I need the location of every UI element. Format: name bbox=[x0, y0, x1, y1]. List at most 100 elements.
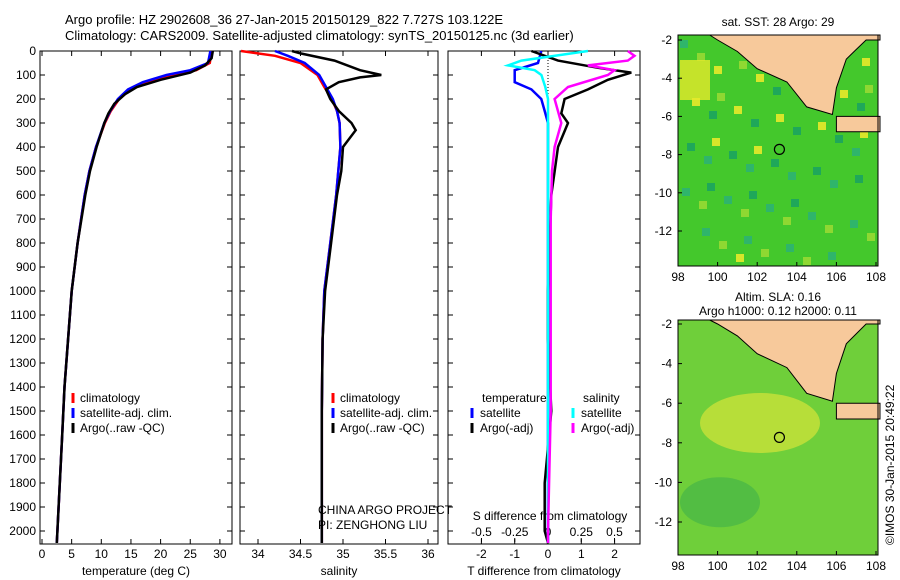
sst-cell bbox=[712, 138, 720, 146]
x-tick-label: 34 bbox=[251, 547, 265, 561]
x-tick-label: 36 bbox=[421, 547, 435, 561]
lat-tick-label: -6 bbox=[661, 396, 672, 410]
series-line-argo-raw-qc- bbox=[55, 50, 215, 544]
x-tick-label: 25 bbox=[184, 547, 198, 561]
sst-cell bbox=[734, 106, 742, 114]
sst-cell bbox=[756, 74, 764, 82]
y-tick-label: 1700 bbox=[9, 452, 36, 466]
sst-cell bbox=[783, 217, 791, 225]
y-tick-label: 0 bbox=[29, 44, 36, 58]
lat-tick-label: -4 bbox=[661, 357, 672, 371]
y-tick-label: 900 bbox=[16, 260, 36, 274]
map-title: Altim. SLA: 0.16 bbox=[735, 290, 821, 304]
y-tick-label: 800 bbox=[16, 236, 36, 250]
x-axis-label: salinity bbox=[321, 564, 358, 578]
s-tick-label: 0.5 bbox=[606, 525, 623, 539]
title-line-2: Climatology: CARS2009. Satellite-adjuste… bbox=[65, 28, 574, 43]
map-subtitle: Argo h1000: 0.12 h2000: 0.11 bbox=[699, 304, 857, 318]
sst-cell bbox=[751, 119, 759, 127]
lat-tick-label: -10 bbox=[655, 186, 673, 200]
sst-cell bbox=[719, 241, 727, 249]
y-tick-label: 1500 bbox=[9, 404, 36, 418]
x-tick-label: 0 bbox=[39, 547, 46, 561]
sla-high bbox=[700, 393, 820, 453]
lat-tick-label: -12 bbox=[655, 515, 673, 529]
sst-cell bbox=[697, 53, 705, 61]
legend-label: climatology bbox=[340, 391, 400, 405]
legend-label: temperature bbox=[482, 391, 547, 405]
sst-cell bbox=[714, 66, 722, 74]
lon-tick-label: 108 bbox=[866, 559, 886, 573]
title-line-1: Argo profile: HZ 2902608_36 27-Jan-2015 … bbox=[65, 12, 504, 27]
y-tick-label: 1400 bbox=[9, 380, 36, 394]
sst-cell bbox=[717, 93, 725, 101]
sst-cell bbox=[702, 228, 710, 236]
sst-cell bbox=[818, 122, 826, 130]
sst-cell bbox=[850, 220, 858, 228]
legend-label: climatology bbox=[80, 391, 140, 405]
sst-cell bbox=[803, 257, 811, 265]
x-tick-label: 1 bbox=[578, 547, 585, 561]
lon-tick-label: 106 bbox=[826, 270, 846, 284]
sst-cell bbox=[724, 196, 732, 204]
series-line-temperature-satellite bbox=[513, 50, 550, 543]
sst-cell bbox=[791, 199, 799, 207]
lon-tick-label: 102 bbox=[747, 559, 767, 573]
sst-cell bbox=[766, 204, 774, 212]
s-axis-label: S difference from climatology bbox=[473, 509, 628, 523]
sst-cell bbox=[865, 85, 873, 93]
x-tick-label: 0 bbox=[545, 547, 552, 561]
sla-low bbox=[680, 477, 760, 528]
series-line-argo-raw-qc- bbox=[291, 49, 382, 543]
lon-tick-label: 98 bbox=[671, 270, 685, 284]
series-line-climatology bbox=[55, 50, 213, 544]
sst-cell bbox=[729, 151, 737, 159]
sst-cell bbox=[699, 201, 707, 209]
sst-cell bbox=[680, 40, 688, 48]
sst-cell bbox=[776, 114, 784, 122]
x-tick-label: 35.5 bbox=[374, 547, 398, 561]
map-title: sat. SST: 28 Argo: 29 bbox=[722, 15, 835, 29]
sst-cell bbox=[862, 58, 870, 66]
sst-cell bbox=[852, 148, 860, 156]
sst-cell bbox=[867, 233, 875, 241]
lat-tick-label: -6 bbox=[661, 109, 672, 123]
legend-label: satellite-adj. clim. bbox=[340, 406, 432, 420]
credit-label: ©IMOS 30-Jan-2015 20:49:22 bbox=[883, 384, 897, 545]
lat-tick-label: -2 bbox=[661, 33, 672, 47]
sst-cell bbox=[835, 135, 843, 143]
sst-cell bbox=[741, 209, 749, 217]
y-tick-label: 400 bbox=[16, 140, 36, 154]
y-tick-label: 100 bbox=[16, 68, 36, 82]
project-label: CHINA ARGO PROJECT bbox=[318, 503, 453, 517]
x-tick-label: -2 bbox=[476, 547, 487, 561]
sst-cell bbox=[754, 146, 762, 154]
sst-cell bbox=[857, 103, 865, 111]
sst-cell bbox=[825, 225, 833, 233]
x-tick-label: 5 bbox=[68, 547, 75, 561]
argo-position-marker bbox=[773, 143, 786, 155]
land-java bbox=[835, 115, 881, 133]
plot-frame-1 bbox=[39, 50, 233, 545]
s-tick-label: -0.5 bbox=[471, 525, 492, 539]
x-axis-label: temperature (deg C) bbox=[82, 564, 190, 578]
series-line-satellite-adj-clim- bbox=[274, 49, 342, 543]
s-tick-label: 0.25 bbox=[570, 525, 594, 539]
x-tick-label: 20 bbox=[154, 547, 168, 561]
legend-label: Argo(..raw -QC) bbox=[80, 421, 165, 435]
y-tick-label: 1200 bbox=[9, 332, 36, 346]
y-tick-label: 200 bbox=[16, 92, 36, 106]
legend-label: satellite bbox=[581, 406, 622, 420]
plot-frame-2 bbox=[239, 50, 439, 545]
series-line-temperature-argo-adj- bbox=[530, 49, 632, 544]
legend-label: satellite-adj. clim. bbox=[80, 406, 172, 420]
lat-tick-label: -12 bbox=[655, 224, 673, 238]
sst-cell bbox=[682, 188, 690, 196]
legend-label: Argo(-adj) bbox=[581, 421, 634, 435]
sst-cell bbox=[692, 98, 700, 106]
lon-tick-label: 100 bbox=[708, 559, 728, 573]
plot-frame-3 bbox=[447, 50, 641, 545]
lon-tick-label: 102 bbox=[747, 270, 767, 284]
